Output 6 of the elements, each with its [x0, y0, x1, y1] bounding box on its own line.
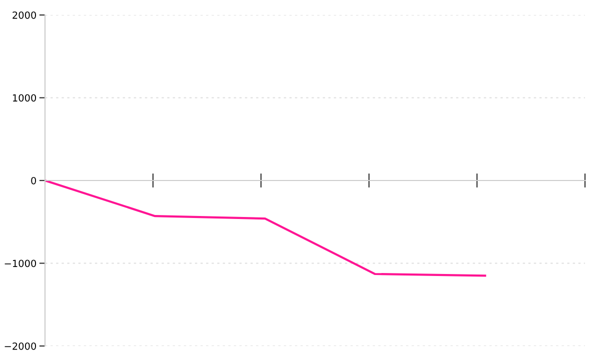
y-tick-label: 1000	[12, 94, 36, 102]
y-tick-label: −1000	[4, 260, 36, 268]
y-tick-label: 0	[31, 176, 36, 184]
y-tick-label: 2000	[12, 11, 36, 19]
y-tick-label: −2000	[4, 342, 36, 350]
line-series	[45, 179, 486, 277]
